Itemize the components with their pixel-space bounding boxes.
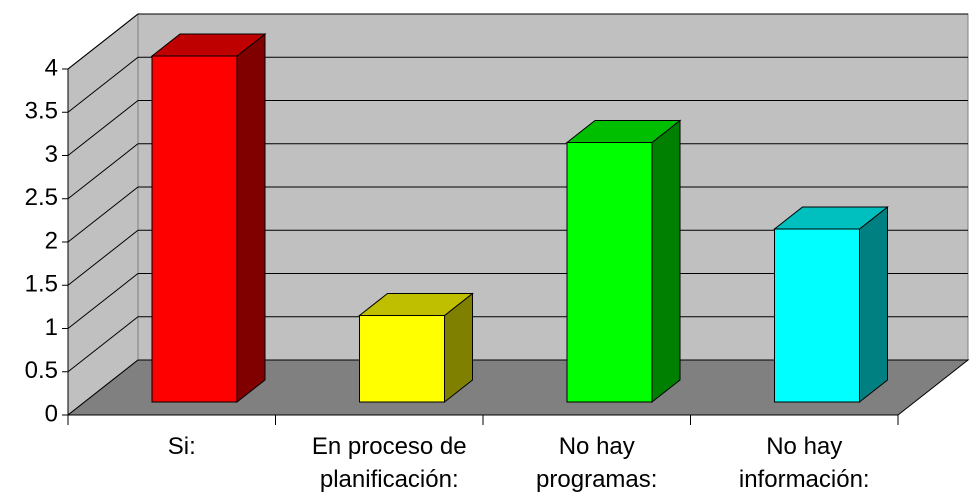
x-tick-label: En proceso de planificación:: [311, 433, 467, 493]
y-tick-label: 3.5: [25, 98, 58, 125]
grid-line: [67, 229, 968, 286]
grid-line: [67, 143, 968, 200]
bar: [566, 142, 653, 403]
bar-side: [236, 32, 266, 404]
bar-side: [859, 205, 888, 404]
grid-line: [67, 186, 968, 243]
y-tick-label: 2: [45, 227, 58, 254]
grid-line: [67, 56, 968, 113]
y-tick-label: 2.5: [25, 184, 58, 211]
y-tick-label: 0: [45, 400, 58, 427]
grid-line: [67, 316, 968, 373]
x-tick-label: No hay información:: [738, 433, 870, 493]
y-tick-label: 3: [45, 141, 58, 168]
y-tick-label: 0.5: [25, 357, 58, 384]
bar-side: [651, 119, 681, 404]
grid-line: [67, 13, 968, 70]
y-tick-label: 4: [45, 54, 58, 81]
bar: [359, 315, 445, 403]
bar: [151, 55, 238, 403]
grid-line: [67, 100, 968, 156]
y-tick-label: 1.5: [25, 271, 58, 298]
x-tick-label: Si:: [167, 433, 196, 460]
grid-line: [67, 273, 968, 329]
x-tick-label: No hay programas:: [536, 433, 658, 493]
bar: [774, 228, 860, 403]
y-tick-label: 1: [45, 314, 58, 341]
